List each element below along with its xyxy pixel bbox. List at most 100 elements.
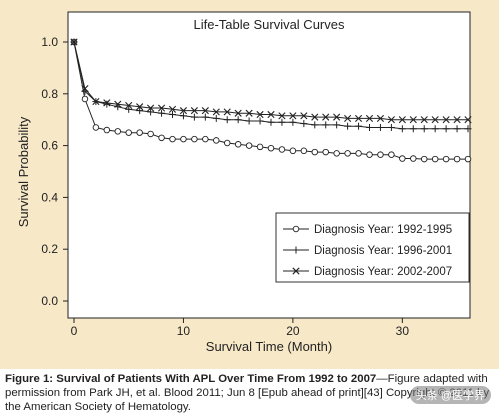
series-point [278,146,286,153]
series-point [114,100,122,108]
series-point [256,143,264,151]
series-point [289,112,297,120]
x-tick-label: 20 [286,324,300,338]
series-point [300,147,308,155]
series-point [442,125,450,133]
series-point [420,155,428,163]
series-point [125,105,133,113]
series-point [377,151,384,158]
series-point [442,116,450,124]
series-point [202,135,209,143]
series-point [234,116,242,124]
legend-marker [292,267,300,275]
series-point [431,125,439,133]
series-point [387,123,395,131]
series-point [223,108,231,116]
series-point [464,116,472,124]
series-point [157,104,166,112]
series-point [190,107,198,115]
series-point [289,118,297,126]
series-point [147,104,155,112]
series-point [355,122,363,130]
x-tick-label: 0 [71,324,78,338]
series-point [234,141,242,148]
caption-title: Figure 1: Survival of Patients With APL … [5,373,377,385]
figure-caption: Figure 1: Survival of Patients With APL … [5,372,495,414]
series-point [322,121,330,129]
series-point [190,113,198,121]
series-point [409,116,417,124]
series-point [311,113,319,121]
series-point [464,155,472,163]
series-point [92,124,100,131]
series-point [125,101,133,110]
series-point [410,155,417,162]
series-point [81,85,89,93]
y-axis-label: Survival Probability [16,116,31,227]
series-point [125,129,132,136]
series-point [245,109,253,117]
legend-label: Diagnosis Year: 1992-1995 [314,224,452,236]
series-point [365,114,374,122]
series-point [147,130,154,138]
series-point [464,125,472,133]
series-point [311,121,319,129]
series-point [223,116,231,124]
legend-entry: Diagnosis Year: 1992-1995 [283,224,452,236]
series-point [103,126,111,134]
series-point [180,135,187,143]
series-layer [70,38,472,163]
series-point [92,97,100,106]
series-point [256,117,264,125]
legend-entry: Diagnosis Year: 2002-2007 [283,266,452,278]
series-point [136,103,144,111]
series-point [179,112,187,120]
series-point [213,137,220,144]
series-point [420,116,428,124]
series-point [442,155,450,163]
figure-panel: Life-Table Survival Curves Survival Prob… [0,0,499,369]
watermark-badge: 头条 @医学界 [409,386,491,404]
series-point [431,116,439,124]
y-tick-label: 0.4 [41,190,58,204]
series-point [366,151,373,158]
series-point [300,120,308,128]
x-tick-label: 10 [177,324,191,338]
series-point [267,144,275,152]
series-0 [70,38,472,163]
survival-chart: Life-Table Survival Curves Survival Prob… [16,11,472,354]
series-point [169,135,176,143]
y-tick-label: 0.2 [41,242,58,256]
series-point [344,150,351,157]
series-point [300,112,308,120]
series-point [103,100,111,108]
series-point [201,113,209,121]
series-point [453,155,461,163]
series-point [354,114,363,122]
series-point [158,134,165,142]
legend-entry: Diagnosis Year: 1996-2001 [283,245,452,257]
series-point [267,118,275,126]
series-point [453,116,461,124]
x-axis-label: Survival Time (Month) [206,339,332,354]
series-point [212,114,220,122]
series-point [267,110,275,119]
series-point [333,150,340,157]
series-point [278,112,286,120]
series-point [366,123,373,131]
series-point [376,123,384,131]
series-point [234,109,242,117]
series-point [158,109,166,117]
legend-label: Diagnosis Year: 1996-2001 [314,245,452,257]
series-point [398,116,406,124]
series-point [179,107,188,115]
series-point [333,113,341,121]
series-point [103,99,111,107]
series-point [355,150,362,157]
series-point [70,38,78,46]
series-point [114,128,122,135]
axis-ticks: 0.0 0.2 0.4 0.6 0.8 1.0 0 10 20 30 [41,35,409,338]
series-point [223,139,231,147]
series-point [344,122,352,130]
series-point [201,107,209,115]
